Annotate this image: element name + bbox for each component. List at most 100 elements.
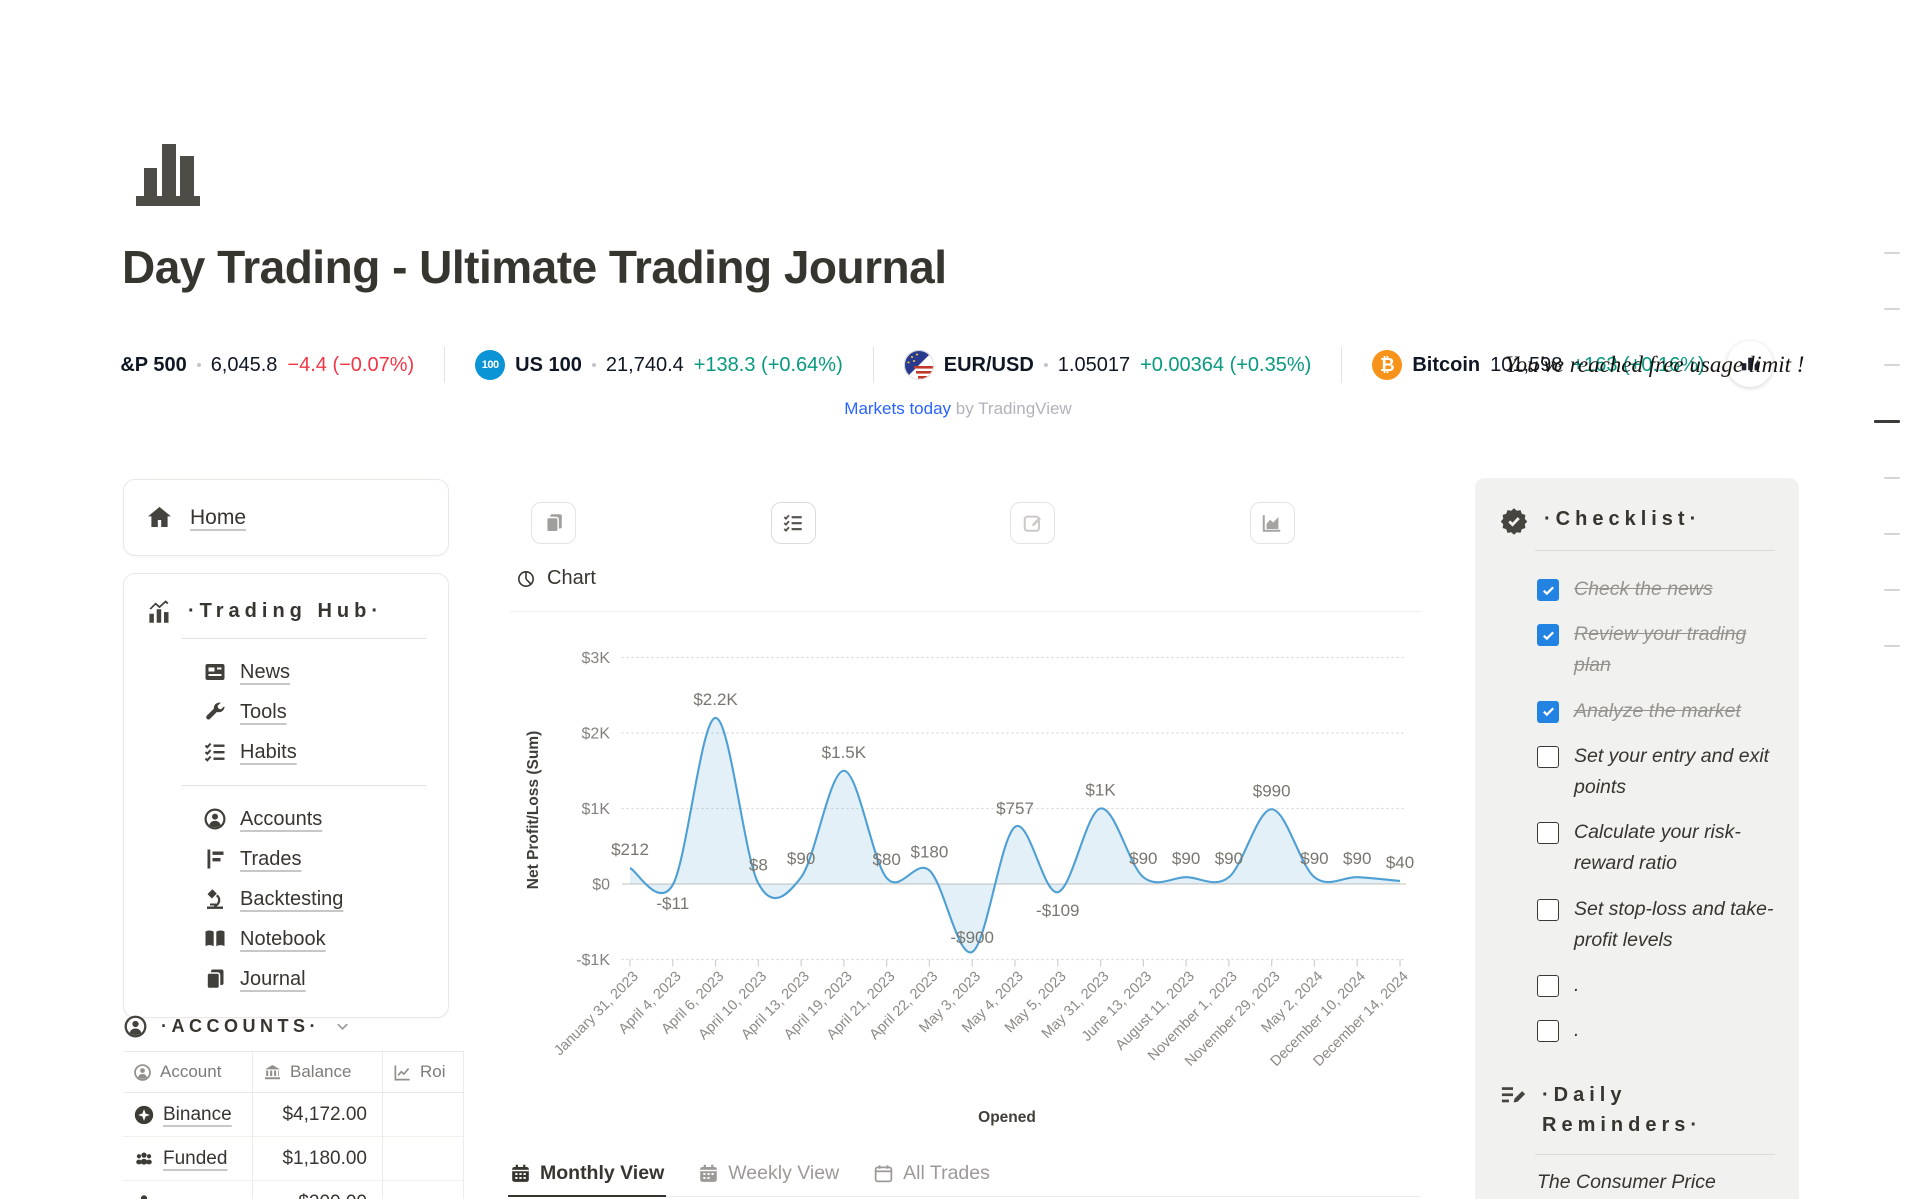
outline-dash[interactable] xyxy=(1884,477,1900,479)
balance-cell[interactable]: $200.00 xyxy=(253,1181,383,1199)
svg-text:August 11, 2023: August 11, 2023 xyxy=(1113,969,1198,1054)
net-pnl-chart: $3K $2K $1K $0 -$1K $212 -$11 $2.2K $8 $90 $1.5K $8… xyxy=(525,650,1414,1126)
svg-text:$1K: $1K xyxy=(1085,781,1116,800)
home-icon xyxy=(146,504,173,531)
page-title: Day Trading - Ultimate Trading Journal xyxy=(122,241,947,293)
outline-dash-active[interactable] xyxy=(1874,420,1900,423)
svg-text:$90: $90 xyxy=(1215,849,1243,868)
tab-weekly-view[interactable]: Weekly View xyxy=(698,1150,839,1196)
checkbox-unchecked[interactable] xyxy=(1537,1020,1559,1043)
outline-dash[interactable] xyxy=(1884,252,1900,254)
checklist-item: Analyze the market xyxy=(1537,689,1775,734)
checklist-icon xyxy=(203,740,227,764)
svg-text:$2K: $2K xyxy=(582,726,611,743)
svg-text:$8: $8 xyxy=(749,855,768,874)
ticker-symbol: S&P 500 xyxy=(120,353,187,376)
account-link[interactable]: Funded xyxy=(163,1147,228,1169)
sidebar-item-home[interactable]: Home xyxy=(190,505,247,529)
divider xyxy=(182,638,426,639)
svg-text:$90: $90 xyxy=(1129,849,1157,868)
roi-cell[interactable] xyxy=(383,1137,464,1180)
person-circle-icon xyxy=(123,1014,148,1039)
trading-hub-list: News Tools Habits xyxy=(146,652,426,772)
checkbox-checked[interactable] xyxy=(1537,579,1559,601)
outline-dash[interactable] xyxy=(1884,533,1900,535)
ticker-change: +163 (+0.16%) xyxy=(1572,353,1705,376)
tab-all-trades[interactable]: All Trades xyxy=(873,1150,990,1196)
balance-cell[interactable]: $4,172.00 xyxy=(253,1093,383,1136)
ticker-item-eurusd[interactable]: EUR/USD 1.05017 +0.00364 (+0.35%) xyxy=(874,350,1342,380)
accounts-section-header[interactable]: ·ACCOUNTS· xyxy=(123,1014,350,1039)
svg-text:$1K: $1K xyxy=(582,801,611,818)
chart-block-header[interactable]: Chart xyxy=(516,567,596,590)
daily-reminders-title: ·Daily Reminders· xyxy=(1542,1084,1703,1136)
account-name-cell[interactable] xyxy=(123,1181,253,1199)
chevron-down-icon[interactable] xyxy=(335,1019,350,1034)
markets-today-link[interactable]: Markets today xyxy=(844,399,952,418)
account-name-cell[interactable]: Binance xyxy=(123,1093,253,1136)
column-header-account[interactable]: Account xyxy=(123,1052,253,1092)
view-tabs: Monthly View Weekly View All Trades xyxy=(507,1150,1420,1197)
column-header-label: Roi xyxy=(420,1062,446,1081)
sidebar-item-tools[interactable]: Tools xyxy=(146,692,426,732)
account-link[interactable]: Binance xyxy=(163,1103,232,1125)
tab-label: Weekly View xyxy=(728,1161,840,1184)
sidebar-item-accounts[interactable]: Accounts xyxy=(146,799,426,839)
svg-text:-$109: -$109 xyxy=(1036,901,1079,920)
roi-cell[interactable] xyxy=(383,1093,464,1136)
outline-dash[interactable] xyxy=(1884,364,1900,366)
sidebar-item-habits[interactable]: Habits xyxy=(146,732,426,772)
table-row-binance: Binance $4,172.00 xyxy=(123,1093,464,1137)
checklist-item-label: Analyze the market xyxy=(1574,699,1741,722)
dot-separator xyxy=(591,363,596,367)
sidebar-item-backtesting[interactable]: Backtesting xyxy=(146,879,426,919)
svg-text:-$900: -$900 xyxy=(950,928,993,947)
us100-logo-icon: 100 xyxy=(475,350,506,380)
column-header-balance[interactable]: Balance xyxy=(253,1052,383,1092)
balance-cell[interactable]: $1,180.00 xyxy=(253,1137,383,1180)
ticker-item-us100[interactable]: 100 US 100 21,740.4 +138.3 (+0.64%) xyxy=(445,350,873,380)
account-name-cell[interactable]: Funded xyxy=(123,1137,253,1180)
column-header-roi[interactable]: Roi xyxy=(383,1052,464,1092)
journal-view-button[interactable] xyxy=(531,502,576,544)
ticker-divider xyxy=(1341,347,1343,383)
divider xyxy=(1535,550,1775,551)
tab-monthly-view[interactable]: Monthly View xyxy=(507,1150,667,1197)
ticker-item-sp500[interactable]: S&P 500 6,045.8 −4.4 (−0.07%) xyxy=(120,354,444,377)
tradingview-logo-icon[interactable] xyxy=(1727,341,1773,387)
checklist-item-label: Set stop-loss and take-profit levels xyxy=(1574,897,1774,951)
outline-dash[interactable] xyxy=(1884,308,1900,310)
outline-dash[interactable] xyxy=(1884,645,1900,647)
sidebar-item-label: News xyxy=(240,660,291,683)
ticker-item-bitcoin[interactable]: ₿ Bitcoin 101,598 +163 (+0.16%) xyxy=(1342,350,1734,380)
sidebar-item-label: Trades xyxy=(240,847,302,870)
compose-button[interactable] xyxy=(1010,502,1056,544)
market-ticker: S&P 500 6,045.8 −4.4 (−0.07%) 100 US 100… xyxy=(120,336,1796,394)
svg-text:$90: $90 xyxy=(1172,849,1200,868)
roi-cell[interactable] xyxy=(383,1181,464,1199)
daily-reminders-card: ·Daily Reminders· The Consumer Price xyxy=(1475,1054,1799,1199)
line-chart-icon xyxy=(393,1063,412,1082)
outline-dash[interactable] xyxy=(1884,589,1900,591)
checkbox-unchecked[interactable] xyxy=(1537,898,1559,921)
checklist-item-label: Review your trading plan xyxy=(1574,623,1747,677)
sidebar-item-trades[interactable]: Trades xyxy=(146,839,426,879)
pie-chart-icon xyxy=(516,569,536,589)
binance-star-icon xyxy=(133,1104,155,1126)
checkbox-checked[interactable] xyxy=(1537,700,1559,723)
tab-label: All Trades xyxy=(903,1161,990,1184)
checklist-item-label: Set your entry and exit points xyxy=(1574,744,1770,798)
chart-view-button[interactable] xyxy=(1249,502,1295,544)
sidebar-item-notebook[interactable]: Notebook xyxy=(146,919,426,959)
checkbox-unchecked[interactable] xyxy=(1537,974,1559,997)
sidebar-item-news[interactable]: News xyxy=(146,652,426,692)
checklist-view-button[interactable] xyxy=(770,502,816,544)
sidebar-item-journal[interactable]: Journal xyxy=(146,959,426,999)
divider xyxy=(182,785,426,786)
page-bar-chart-icon[interactable] xyxy=(132,142,220,208)
svg-text:Net Profit/Loss (Sum): Net Profit/Loss (Sum) xyxy=(525,731,542,889)
checkbox-checked[interactable] xyxy=(1537,624,1559,647)
checkbox-unchecked[interactable] xyxy=(1537,745,1559,768)
checkbox-unchecked[interactable] xyxy=(1537,822,1559,845)
